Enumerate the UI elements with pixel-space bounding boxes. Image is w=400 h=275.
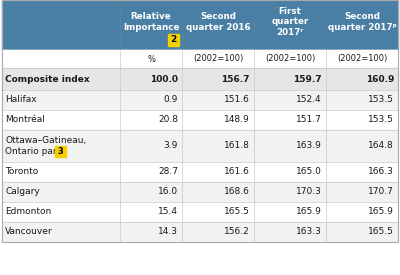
Bar [2, 90, 398, 110]
Text: Relative
Importance: Relative Importance [123, 12, 179, 32]
Bar [2, 182, 398, 202]
Text: 165.9: 165.9 [368, 208, 394, 216]
Text: 3: 3 [58, 147, 63, 156]
Bar [2, 68, 398, 90]
Text: 161.6: 161.6 [224, 167, 250, 177]
Text: Toronto: Toronto [5, 167, 38, 177]
Text: Second
quarter 2017ᵖ: Second quarter 2017ᵖ [328, 12, 396, 32]
Text: 151.7: 151.7 [296, 116, 322, 125]
Text: 0.9: 0.9 [164, 95, 178, 104]
Text: 148.9: 148.9 [224, 116, 250, 125]
Text: Ontario part: Ontario part [5, 147, 60, 156]
Text: 163.9: 163.9 [296, 142, 322, 150]
Text: Edmonton: Edmonton [5, 208, 51, 216]
Bar [168, 34, 179, 46]
Text: 151.6: 151.6 [224, 95, 250, 104]
Text: 163.3: 163.3 [296, 227, 322, 236]
Text: Montréal: Montréal [5, 116, 45, 125]
Text: 20.8: 20.8 [158, 116, 178, 125]
Text: 3.9: 3.9 [164, 142, 178, 150]
Text: 153.5: 153.5 [368, 95, 394, 104]
Bar [2, 50, 398, 68]
Text: 165.5: 165.5 [368, 227, 394, 236]
Text: Composite index: Composite index [5, 75, 90, 84]
Bar [2, 222, 398, 242]
Text: 156.2: 156.2 [224, 227, 250, 236]
Text: 2: 2 [170, 35, 177, 45]
Bar [2, 110, 398, 130]
Text: 165.0: 165.0 [296, 167, 322, 177]
Bar [2, 130, 398, 162]
Text: 14.3: 14.3 [158, 227, 178, 236]
Text: 165.9: 165.9 [296, 208, 322, 216]
Text: %: % [147, 54, 155, 64]
Text: (2002=100): (2002=100) [193, 54, 243, 64]
Text: 170.7: 170.7 [368, 188, 394, 197]
Text: 28.7: 28.7 [158, 167, 178, 177]
Text: 170.3: 170.3 [296, 188, 322, 197]
Text: 168.6: 168.6 [224, 188, 250, 197]
Text: First
quarter
2017ʳ: First quarter 2017ʳ [271, 7, 309, 37]
Text: Calgary: Calgary [5, 188, 40, 197]
Text: 159.7: 159.7 [293, 75, 322, 84]
Text: Ottawa–Gatineau,: Ottawa–Gatineau, [5, 136, 86, 145]
Bar [2, 162, 398, 182]
Text: 16.0: 16.0 [158, 188, 178, 197]
Bar [2, 202, 398, 222]
Text: (2002=100): (2002=100) [337, 54, 387, 64]
Text: Second
quarter 2016: Second quarter 2016 [186, 12, 250, 32]
Bar [55, 146, 66, 157]
Text: 164.8: 164.8 [368, 142, 394, 150]
Text: 153.5: 153.5 [368, 116, 394, 125]
Text: Halifax: Halifax [5, 95, 37, 104]
Bar [2, 0, 398, 50]
Text: 156.7: 156.7 [222, 75, 250, 84]
Text: (2002=100): (2002=100) [265, 54, 315, 64]
Text: 165.5: 165.5 [224, 208, 250, 216]
Text: Vancouver: Vancouver [5, 227, 53, 236]
Text: 100.0: 100.0 [150, 75, 178, 84]
Text: 160.9: 160.9 [366, 75, 394, 84]
Text: 161.8: 161.8 [224, 142, 250, 150]
Bar [2, 0, 398, 242]
Text: 15.4: 15.4 [158, 208, 178, 216]
Text: 166.3: 166.3 [368, 167, 394, 177]
Text: 152.4: 152.4 [296, 95, 322, 104]
